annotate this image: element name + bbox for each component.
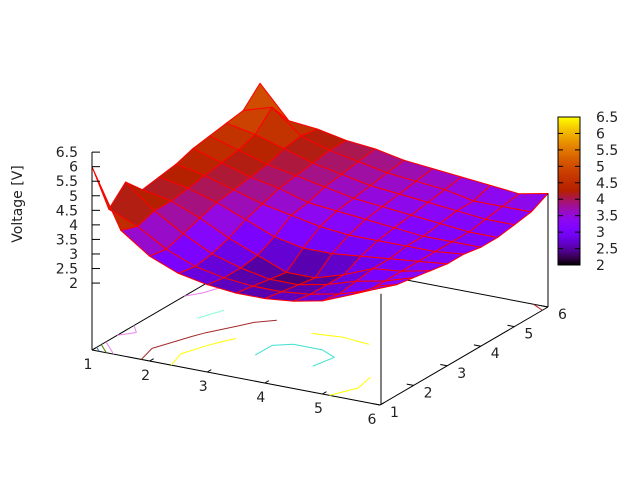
colorbar-tick-label: 3 [596,225,605,241]
z-tick-label: 4.5 [56,203,78,219]
y-tick-mark [406,383,414,386]
z-tick-label: 2 [69,276,78,292]
contour-line [141,303,543,360]
z-axis-ticks: 6.565.554.543.532.52 [56,145,100,292]
x-tick-mark [322,391,327,395]
colorbar-tick-label: 5.5 [596,143,618,159]
y-tick-mark [473,344,481,347]
z-tick-label: 3 [69,247,78,263]
contour-line [254,343,335,367]
colorbar-tick-label: 4.5 [596,176,618,192]
colorbar-tick-label: 5 [596,159,605,175]
contour-line [170,332,371,396]
z-tick-label: 6.5 [56,145,78,161]
y-tick-label: 1 [390,405,399,421]
x-tick-label: 2 [141,368,150,384]
x-tick-label: 5 [314,401,323,417]
contour-line [197,309,225,319]
y-axis-line [379,306,549,406]
y-tick-mark [540,305,549,308]
surface-cell [350,284,398,296]
x-tick-mark [91,347,97,351]
y-tick-mark [372,403,381,406]
x-axis-ticks: 1 2 3 4 5 6 [84,347,385,428]
colorbar-tick-label: 3.5 [596,209,618,225]
z-tick-label: 5 [69,189,78,205]
colorbar-tick-label: 6 [596,126,605,142]
z-tick-label: 2.5 [56,262,78,278]
colorbar-tick-label: 2.5 [596,242,618,258]
z-tick-label: 4 [69,218,78,234]
x-tick-mark [206,369,212,373]
y-tick-label: 4 [491,346,500,362]
colorbar-tick-label: 4 [596,192,605,208]
surface-mesh [91,82,549,302]
x-tick-mark [379,402,385,406]
x-tick-label: 1 [84,357,93,373]
y-tick-mark [507,324,515,328]
x-tick-mark [264,380,270,384]
x-tick-label: 3 [199,379,208,395]
y-tick-label: 5 [524,327,533,343]
colorbar [557,116,581,266]
y-tick-mark [440,363,448,367]
y-axis-ticks: 1 2 3 4 5 6 [372,305,567,421]
x-tick-label: 6 [368,412,377,428]
colorbar-tick-label: 2 [596,258,605,274]
z-tick-label: 3.5 [56,232,78,248]
contour-line [96,347,100,352]
z-axis-label: Voltage [V] [10,165,26,242]
y-tick-label: 6 [558,307,567,323]
vertical-border-lines [91,152,549,405]
colorbar-ticks: 6.565.554.543.532.52 [558,110,618,274]
y-tick-label: 2 [424,385,433,401]
y-tick-label: 3 [457,366,466,382]
z-tick-label: 6 [69,160,78,176]
x-axis-line [91,349,381,406]
colorbar-tick-label: 6.5 [596,110,618,126]
z-tick-label: 5.5 [56,174,78,190]
x-tick-label: 4 [256,390,265,406]
x-tick-mark [149,358,154,362]
